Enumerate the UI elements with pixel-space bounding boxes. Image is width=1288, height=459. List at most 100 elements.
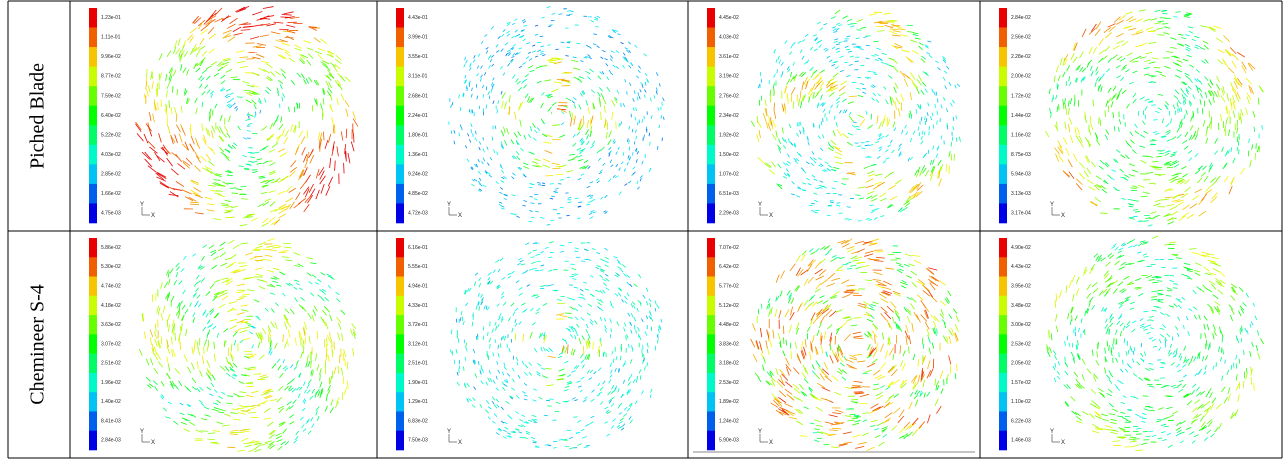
vector bbox=[893, 122, 895, 128]
vector bbox=[874, 260, 883, 261]
vector bbox=[466, 85, 467, 88]
vector bbox=[661, 319, 662, 323]
vector bbox=[207, 344, 209, 351]
vector bbox=[503, 302, 506, 306]
vector bbox=[850, 26, 854, 28]
vector bbox=[580, 354, 583, 358]
vector bbox=[522, 19, 525, 21]
vector bbox=[532, 161, 538, 163]
vector bbox=[265, 199, 272, 202]
vector bbox=[270, 201, 275, 206]
vector bbox=[1113, 86, 1116, 91]
vector bbox=[634, 141, 635, 144]
vector bbox=[457, 382, 460, 385]
vector bbox=[298, 394, 300, 398]
vector bbox=[894, 394, 899, 398]
vector bbox=[173, 70, 176, 76]
vector bbox=[279, 124, 283, 130]
vector bbox=[1095, 29, 1100, 36]
vector bbox=[481, 294, 483, 297]
vector bbox=[529, 196, 533, 197]
vector bbox=[880, 299, 888, 303]
vector bbox=[844, 62, 848, 63]
vector bbox=[236, 189, 242, 190]
vector bbox=[511, 271, 514, 273]
vector bbox=[227, 24, 235, 29]
vector bbox=[489, 338, 490, 342]
vector bbox=[1096, 71, 1099, 75]
colorbar-label: 6.22e-03 bbox=[1011, 418, 1031, 424]
vector bbox=[611, 390, 614, 393]
vector bbox=[586, 329, 588, 333]
vector bbox=[181, 268, 184, 271]
vector bbox=[270, 351, 272, 355]
vector bbox=[620, 418, 623, 421]
vector bbox=[252, 73, 259, 76]
colorbar-swatch bbox=[707, 184, 715, 204]
colorbar-label: 3.95e-02 bbox=[1011, 284, 1031, 290]
vector bbox=[561, 123, 564, 125]
vector bbox=[809, 297, 813, 301]
vector bbox=[1199, 211, 1206, 216]
vector bbox=[254, 152, 259, 153]
vector bbox=[552, 13, 556, 14]
vector bbox=[782, 127, 783, 133]
vector bbox=[1063, 171, 1070, 177]
vector bbox=[190, 422, 195, 425]
vector bbox=[779, 310, 781, 318]
colorbar-swatch bbox=[89, 315, 97, 335]
colorbar-swatch bbox=[707, 354, 715, 374]
vector bbox=[262, 218, 268, 223]
vector bbox=[1133, 245, 1137, 247]
vector bbox=[1183, 59, 1188, 61]
vector bbox=[317, 416, 319, 421]
vector bbox=[795, 342, 796, 349]
vector bbox=[1103, 56, 1108, 60]
vector bbox=[802, 251, 806, 256]
vector bbox=[1186, 13, 1192, 14]
vector bbox=[310, 362, 311, 369]
vector bbox=[853, 336, 862, 337]
vector bbox=[526, 433, 530, 435]
vector bbox=[918, 127, 919, 131]
vector bbox=[202, 102, 203, 108]
colorbar-label: 3.48e-02 bbox=[1011, 303, 1031, 309]
vector bbox=[193, 44, 197, 50]
colorbar-label: 1.07e-02 bbox=[719, 171, 739, 177]
vector bbox=[294, 265, 300, 266]
vector bbox=[1185, 76, 1189, 79]
vector bbox=[248, 123, 253, 124]
vector bbox=[1135, 211, 1140, 212]
vector bbox=[503, 437, 507, 439]
vector bbox=[258, 342, 260, 348]
vector bbox=[1071, 397, 1076, 402]
vector bbox=[894, 293, 901, 296]
vector bbox=[629, 65, 631, 68]
vector bbox=[242, 294, 250, 295]
vector bbox=[175, 333, 176, 341]
vector bbox=[578, 159, 583, 160]
vector bbox=[217, 400, 221, 403]
vector bbox=[501, 421, 504, 423]
axis-label: Y bbox=[140, 429, 144, 435]
vector bbox=[936, 406, 941, 413]
vector bbox=[837, 129, 841, 136]
vector bbox=[1242, 62, 1247, 70]
vector bbox=[197, 361, 198, 369]
vector bbox=[259, 177, 265, 178]
vector bbox=[1165, 197, 1173, 198]
vector bbox=[802, 82, 804, 90]
vector bbox=[590, 319, 593, 322]
vector bbox=[610, 363, 612, 367]
vector bbox=[501, 91, 502, 94]
vector bbox=[1055, 76, 1056, 82]
vector bbox=[825, 252, 829, 255]
vector bbox=[1109, 255, 1113, 259]
vector bbox=[615, 368, 616, 372]
vector bbox=[325, 297, 329, 301]
colorbar-swatch bbox=[89, 238, 97, 258]
vector bbox=[296, 192, 301, 199]
vector bbox=[629, 416, 631, 419]
vector bbox=[517, 263, 520, 265]
colorbar-swatch bbox=[999, 354, 1007, 374]
